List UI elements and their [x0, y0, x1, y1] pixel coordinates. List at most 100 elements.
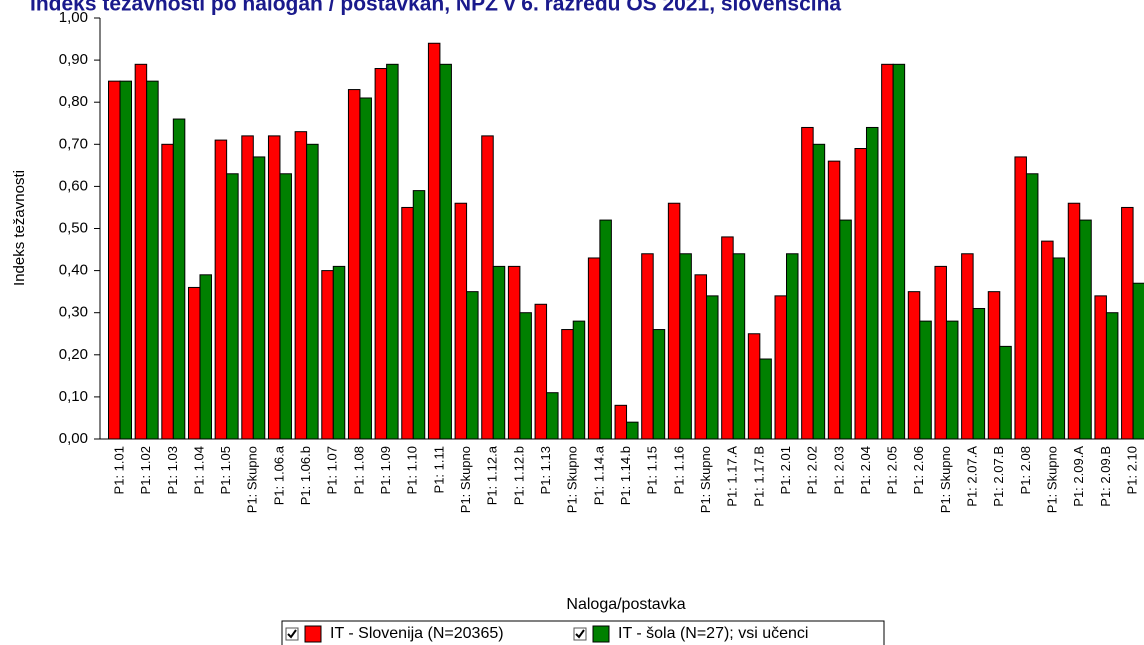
- x-tick-label: P1: 1.14.a: [591, 445, 606, 505]
- bar: [667, 202, 681, 440]
- legend-label: IT - šola (N=27); vsi učenci: [618, 625, 808, 642]
- x-tick-label: P1: 1.05: [218, 446, 233, 494]
- bar: [439, 63, 452, 440]
- x-tick-label: P1: 1.10: [405, 446, 420, 494]
- x-tick-label: P1: 2.06: [911, 446, 926, 494]
- bar: [1121, 206, 1134, 440]
- bar: [706, 295, 719, 440]
- bar: [865, 126, 879, 440]
- x-tick-label: P1: 2.10: [1125, 446, 1140, 494]
- legend-check: [287, 629, 297, 639]
- x-tick-label: P1: 2.05: [885, 446, 900, 494]
- x-tick-label: P1: 1.09: [378, 446, 393, 494]
- x-tick-label: P1: 2.04: [858, 446, 873, 494]
- bar: [492, 265, 506, 440]
- bar: [561, 329, 574, 440]
- bar: [1094, 295, 1107, 440]
- bar: [694, 274, 708, 440]
- bar: [854, 148, 867, 440]
- bar: [587, 257, 601, 440]
- bar: [945, 320, 959, 440]
- bar: [1052, 257, 1066, 440]
- bar: [134, 63, 148, 440]
- legend-label: IT - Slovenija (N=20365): [330, 625, 504, 642]
- y-tick-label: 0,40: [59, 262, 88, 279]
- bar: [972, 307, 986, 440]
- bar: [907, 291, 921, 440]
- x-tick-label: P1: 1.11: [431, 446, 446, 493]
- bar: [1105, 312, 1119, 440]
- bar: [241, 135, 254, 440]
- bar: [1041, 240, 1054, 440]
- bar: [214, 139, 228, 440]
- bar: [519, 312, 532, 440]
- x-tick-label: P1: 1.12.a: [485, 445, 500, 505]
- bar: [934, 265, 947, 440]
- bar: [881, 63, 894, 440]
- x-tick-label: P1: 1.06.a: [271, 445, 286, 505]
- bar: [626, 421, 639, 440]
- x-tick-label: P1: Skupno: [458, 446, 473, 513]
- bar: [732, 253, 746, 440]
- bar: [599, 219, 612, 440]
- bar: [401, 206, 414, 440]
- bar: [347, 89, 361, 440]
- bar: [1132, 282, 1144, 440]
- x-tick-label: P1: 2.09.A: [1071, 446, 1086, 507]
- bar: [774, 295, 787, 440]
- y-tick-label: 0,00: [59, 430, 88, 447]
- x-tick-label: P1: 2.09.B: [1098, 446, 1113, 507]
- bar: [226, 173, 239, 440]
- bar: [839, 219, 852, 440]
- bar: [267, 135, 281, 440]
- x-tick-label: P1: 1.16: [671, 446, 686, 494]
- y-tick-label: 0,10: [59, 388, 88, 405]
- bar: [507, 265, 521, 440]
- bar: [747, 333, 761, 440]
- bar: [1014, 156, 1027, 440]
- y-tick-label: 0,60: [59, 177, 88, 194]
- x-tick-label: P1: Skupno: [1045, 446, 1060, 513]
- x-tick-label: P1: 1.15: [645, 446, 660, 494]
- y-tick-label: 0,90: [59, 51, 88, 68]
- bar: [759, 358, 772, 440]
- x-tick-label: P1: 1.14.b: [618, 446, 633, 505]
- bar: [412, 190, 426, 440]
- bar: [652, 329, 666, 440]
- x-tick-label: P1: 1.08: [351, 446, 366, 494]
- bar: [786, 253, 799, 440]
- bar: [961, 253, 974, 440]
- x-tick-label: P1: 1.04: [191, 446, 206, 494]
- legend-swatch: [592, 625, 610, 643]
- bar: [1025, 173, 1039, 440]
- x-tick-label: P1: 1.06.b: [298, 446, 313, 505]
- bar: [481, 135, 494, 440]
- bar: [306, 143, 319, 440]
- bar: [919, 320, 932, 440]
- bar: [801, 126, 814, 440]
- x-tick-label: P1: Skupno: [698, 446, 713, 513]
- bar: [279, 173, 292, 440]
- x-tick-label: P1: 2.07.A: [965, 446, 980, 507]
- bar: [812, 143, 826, 440]
- y-tick-label: 0,50: [59, 219, 88, 236]
- bar: [199, 274, 212, 440]
- x-axis-label: Naloga/postavka: [566, 596, 685, 613]
- x-tick-label: P1: 1.02: [138, 446, 153, 494]
- bar: [172, 118, 186, 440]
- y-tick-label: 1,00: [59, 9, 88, 26]
- bar: [252, 156, 266, 440]
- bar: [641, 253, 654, 440]
- x-tick-label: P1: Skupno: [565, 446, 580, 513]
- bar: [427, 42, 441, 440]
- bar: [146, 80, 159, 440]
- y-axis-label: Indeks težavnosti: [11, 170, 28, 286]
- x-tick-label: P1: 1.03: [165, 446, 180, 494]
- x-tick-label: P1: Skupno: [245, 446, 260, 513]
- x-tick-label: P1: 2.03: [831, 446, 846, 494]
- bar: [187, 286, 201, 440]
- chart-title: Indeks težavnosti po nalogah / postavkah…: [30, 0, 841, 16]
- x-tick-label: P1: 2.08: [1018, 446, 1033, 494]
